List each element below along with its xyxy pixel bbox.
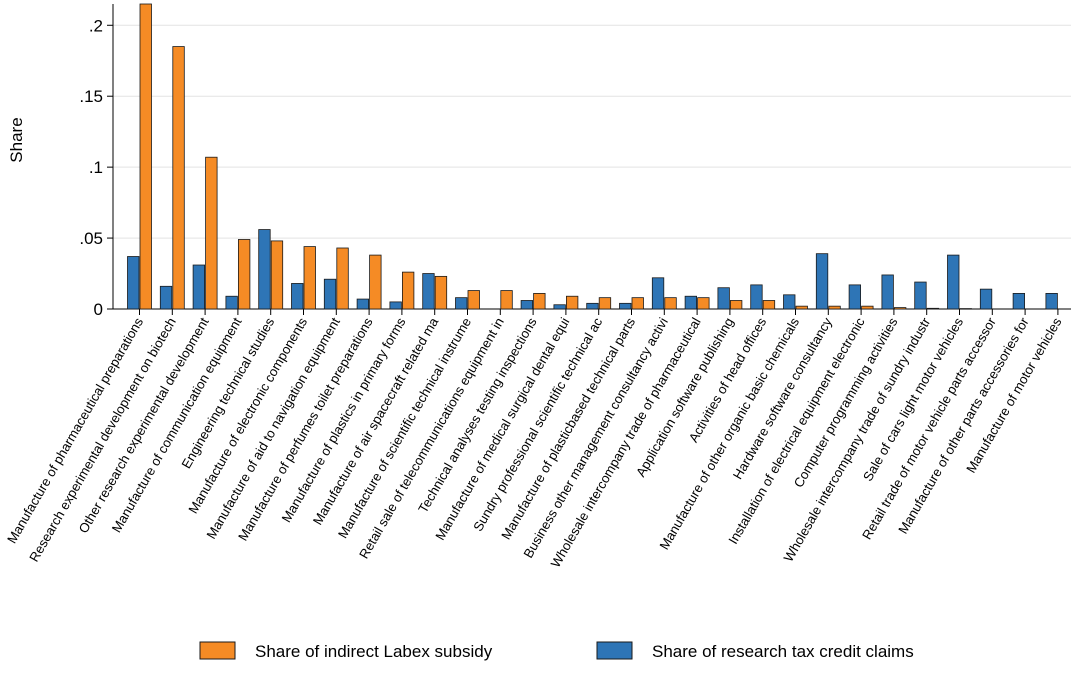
legend-swatch <box>596 641 633 660</box>
bar-tax-credit <box>225 295 238 310</box>
y-axis-label: Share <box>7 117 26 162</box>
bar-labex-subsidy <box>894 307 907 310</box>
bar-labex-subsidy <box>172 46 185 310</box>
bar-tax-credit <box>422 273 435 310</box>
bar-labex-subsidy <box>467 290 480 310</box>
bar-tax-credit <box>356 298 370 310</box>
y-tick-label: 0 <box>94 300 103 319</box>
bar-labex-subsidy <box>139 3 152 310</box>
bar-tax-credit <box>258 229 271 310</box>
bar-tax-credit <box>455 297 468 310</box>
bar-tax-credit <box>323 278 337 310</box>
bar-tax-credit <box>127 256 140 310</box>
category-labels: Manufacture of pharmaceutical preparatio… <box>4 314 1065 570</box>
bar-tax-credit <box>619 302 632 310</box>
gridlines <box>113 24 1071 239</box>
bar-tax-credit <box>717 287 730 310</box>
legend-label: Share of indirect Labex subsidy <box>255 642 493 661</box>
bar-labex-subsidy <box>500 290 513 310</box>
legend-swatch <box>199 641 236 660</box>
bar-tax-credit <box>389 301 402 310</box>
bar-labex-subsidy <box>533 292 546 310</box>
bar-labex-subsidy <box>795 305 808 310</box>
bar-tax-credit <box>192 264 206 310</box>
bar-tax-credit <box>947 254 960 310</box>
bar-labex-subsidy <box>959 308 972 310</box>
bar-tax-credit <box>159 285 173 310</box>
bar-tax-credit <box>979 288 993 310</box>
bar-labex-subsidy <box>303 246 316 310</box>
bar-labex-subsidy <box>697 297 710 310</box>
bars <box>127 3 1058 310</box>
bar-labex-subsidy <box>401 271 415 310</box>
y-tick-label: .15 <box>79 87 103 106</box>
y-tick-label: .2 <box>89 16 103 35</box>
bar-labex-subsidy <box>336 247 349 310</box>
legend: Share of indirect Labex subsidy Share of … <box>199 641 914 661</box>
bar-labex-subsidy <box>762 300 776 310</box>
bar-labex-subsidy <box>566 295 579 310</box>
bar-labex-subsidy <box>631 297 644 310</box>
bar-labex-subsidy <box>861 305 874 310</box>
bar-labex-subsidy <box>369 254 382 310</box>
bar-labex-subsidy <box>828 305 841 310</box>
axes: 0 .05 .1 .15 .2 <box>79 4 1071 319</box>
y-tick-label: .05 <box>79 229 103 248</box>
bar-labex-subsidy <box>926 307 940 310</box>
bar-tax-credit <box>1012 292 1025 310</box>
bar-labex-subsidy <box>730 300 743 310</box>
bar-tax-credit <box>848 284 861 310</box>
bar-tax-credit <box>783 294 796 310</box>
bar-labex-subsidy <box>664 297 677 310</box>
bar-labex-subsidy <box>270 240 284 310</box>
bar-tax-credit <box>553 304 566 310</box>
x-tick-label: Research experimental development on bio… <box>26 315 179 564</box>
bar-tax-credit <box>815 253 829 310</box>
bar-labex-subsidy <box>434 275 448 310</box>
bar-tax-credit <box>651 277 665 310</box>
bar-tax-credit <box>684 295 697 310</box>
bar-labex-subsidy <box>598 297 612 310</box>
bar-labex-subsidy <box>205 156 218 310</box>
bar-tax-credit <box>1045 292 1058 310</box>
bar-tax-credit <box>914 281 927 310</box>
bar-tax-credit <box>750 284 763 310</box>
y-tick-label: .1 <box>89 158 103 177</box>
legend-label: Share of research tax credit claims <box>652 642 914 661</box>
bar-labex-subsidy <box>237 239 251 310</box>
bar-tax-credit <box>881 274 894 310</box>
bar-tax-credit <box>520 300 533 310</box>
bar-tax-credit <box>291 283 304 310</box>
bar-tax-credit <box>586 302 599 310</box>
